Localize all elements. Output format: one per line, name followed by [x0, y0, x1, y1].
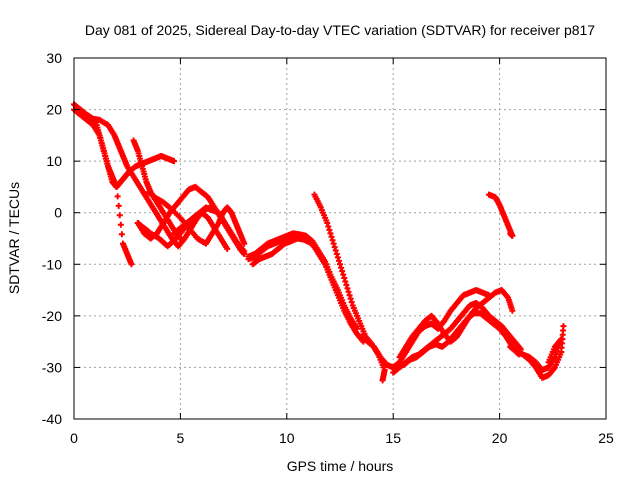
data-point — [115, 202, 122, 209]
data-point — [338, 264, 345, 271]
data-point — [334, 254, 341, 261]
data-point — [348, 299, 355, 306]
data-point — [333, 250, 340, 257]
y-tick-label: -30 — [42, 359, 62, 375]
data-point — [347, 295, 354, 302]
data-point — [342, 278, 349, 285]
series-track-6 — [145, 189, 248, 247]
x-axis-label: GPS time / hours — [287, 458, 394, 474]
series-track-13 — [358, 287, 492, 371]
data-point — [341, 275, 348, 282]
y-tick-label: -40 — [42, 411, 62, 427]
series-track-11 — [249, 235, 320, 268]
data-point — [325, 223, 332, 230]
data-point — [344, 285, 351, 292]
data-point — [241, 248, 248, 255]
data-point — [339, 268, 346, 275]
series-track-8 — [171, 204, 248, 255]
x-tick-label: 10 — [279, 430, 295, 446]
y-tick-label: -10 — [42, 256, 62, 272]
plot-frame — [73, 57, 607, 420]
series-track-3 — [92, 116, 135, 268]
data-point — [114, 193, 121, 200]
data-point — [335, 257, 342, 264]
data-point — [128, 261, 135, 268]
series-track-7 — [134, 209, 231, 252]
series-track-17 — [485, 191, 516, 239]
data-points — [71, 101, 567, 384]
data-point — [354, 325, 361, 332]
data-point — [179, 238, 186, 245]
data-point — [332, 247, 339, 254]
data-point — [326, 226, 333, 233]
data-point — [331, 244, 338, 251]
y-tick-label: -20 — [42, 308, 62, 324]
data-point — [327, 230, 334, 237]
data-point — [328, 233, 335, 240]
data-point — [343, 281, 350, 288]
series-track-10 — [245, 230, 361, 332]
series-track-2 — [71, 106, 178, 190]
x-tick-label: 5 — [177, 430, 185, 446]
x-tick-label: 20 — [492, 430, 508, 446]
data-point — [346, 292, 353, 299]
x-tick-label: 25 — [598, 430, 614, 446]
data-point — [241, 240, 248, 247]
y-tick-label: 0 — [54, 205, 62, 221]
data-point — [324, 220, 331, 227]
data-point — [340, 271, 347, 278]
data-point — [224, 245, 231, 252]
data-point — [117, 221, 124, 228]
data-point — [113, 183, 120, 190]
data-point — [337, 261, 343, 268]
data-point — [560, 323, 567, 330]
data-point — [509, 307, 516, 314]
data-point — [507, 230, 514, 237]
x-tick-label: 0 — [70, 430, 78, 446]
data-point — [545, 359, 552, 366]
data-point — [330, 240, 337, 247]
data-point — [379, 377, 386, 384]
data-point — [116, 212, 123, 219]
series-track-12 — [311, 191, 388, 384]
axis-ticks: 0 5 10 15 20 25 -40 -30 -20 -10 0 10 20 30 — [42, 50, 614, 446]
y-tick-label: 10 — [46, 153, 62, 169]
series-track-16 — [400, 310, 522, 368]
data-point — [313, 245, 320, 252]
data-point — [345, 288, 352, 295]
data-point — [118, 231, 125, 238]
x-tick-label: 15 — [385, 430, 401, 446]
chart-title: Day 081 of 2025, Sidereal Day-to-day VTE… — [85, 22, 595, 38]
y-axis-label: SDTVAR / TECUs — [6, 182, 22, 294]
data-point — [329, 237, 336, 244]
y-tick-label: 20 — [46, 102, 62, 118]
series-track-19 — [513, 323, 567, 381]
data-point — [171, 158, 178, 165]
y-tick-label: 30 — [46, 50, 62, 66]
